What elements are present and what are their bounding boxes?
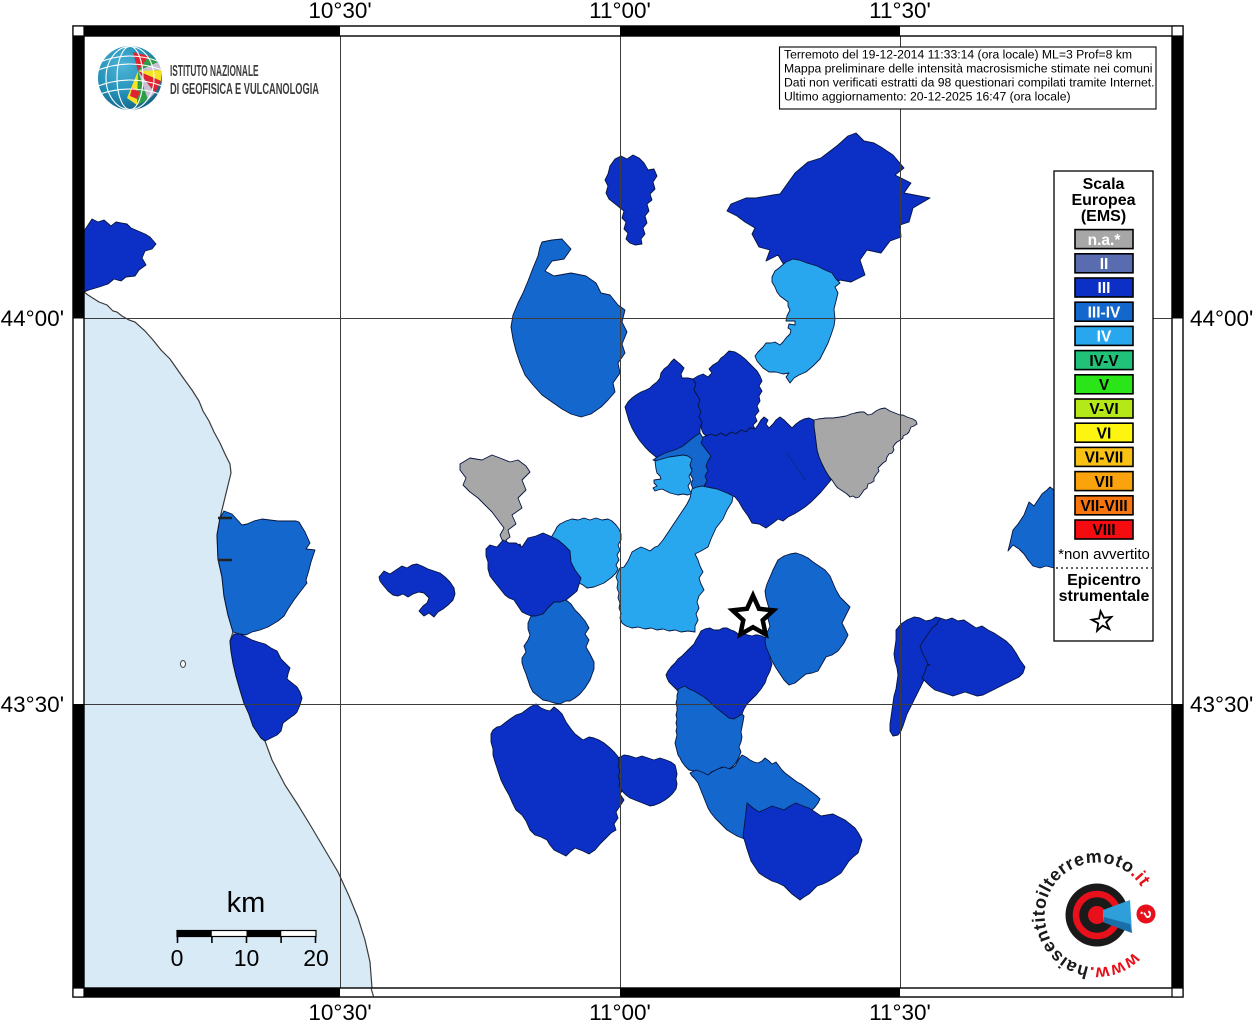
svg-text:0: 0 <box>171 945 184 971</box>
svg-text:11°30': 11°30' <box>869 1000 931 1024</box>
svg-text:Dati non verificati estratti d: Dati non verificati estratti da 98 quest… <box>784 76 1155 90</box>
svg-text:?: ? <box>1136 908 1154 920</box>
svg-text:20: 20 <box>303 945 329 971</box>
svg-text:VI-VII: VI-VII <box>1085 450 1124 467</box>
svg-text:IV-V: IV-V <box>1089 353 1119 370</box>
svg-text:10°30': 10°30' <box>308 1000 371 1024</box>
svg-text:VII-VIII: VII-VIII <box>1080 498 1127 515</box>
svg-text:Europea: Europea <box>1071 192 1135 209</box>
svg-text:43°30': 43°30' <box>1 692 64 717</box>
svg-text:11°00': 11°00' <box>589 1000 651 1024</box>
svg-text:Scala: Scala <box>1083 176 1125 193</box>
svg-text:Epicentro: Epicentro <box>1067 572 1141 589</box>
svg-text:n.a.*: n.a.* <box>1088 232 1122 249</box>
svg-text:44°00': 44°00' <box>1 306 64 331</box>
svg-text:DI GEOFISICA E VULCANOLOGIA: DI GEOFISICA E VULCANOLOGIA <box>170 79 319 97</box>
svg-text:11°30': 11°30' <box>869 0 931 23</box>
svg-text:(EMS): (EMS) <box>1081 208 1126 225</box>
svg-text:VIII: VIII <box>1092 522 1115 539</box>
svg-text:IV: IV <box>1097 329 1112 346</box>
svg-text:strumentale: strumentale <box>1059 588 1150 605</box>
svg-text:VII: VII <box>1095 474 1114 491</box>
svg-text:10°30': 10°30' <box>308 0 371 23</box>
svg-text:10: 10 <box>234 945 260 971</box>
svg-text:ISTITUTO NAZIONALE: ISTITUTO NAZIONALE <box>170 61 259 80</box>
svg-text:III-IV: III-IV <box>1088 304 1121 321</box>
svg-text:V-VI: V-VI <box>1089 401 1118 418</box>
svg-text:km: km <box>227 887 266 919</box>
svg-text:III: III <box>1098 280 1111 297</box>
svg-text:*non avvertito: *non avvertito <box>1058 546 1150 563</box>
svg-text:Terremoto del 19-12-2014 11:33: Terremoto del 19-12-2014 11:33:14 (ora l… <box>784 48 1132 62</box>
svg-text:43°30': 43°30' <box>1190 692 1253 717</box>
svg-text:11°00': 11°00' <box>589 0 651 23</box>
svg-text:II: II <box>1100 256 1109 273</box>
svg-text:V: V <box>1099 377 1110 394</box>
svg-text:44°00': 44°00' <box>1190 306 1253 331</box>
svg-text:Mappa preliminare delle intens: Mappa preliminare delle intensità macros… <box>784 62 1153 76</box>
svg-text:VI: VI <box>1097 425 1112 442</box>
svg-text:Ultimo aggiornamento: 20-12-20: Ultimo aggiornamento: 20-12-2025 16:47 (… <box>784 90 1071 104</box>
